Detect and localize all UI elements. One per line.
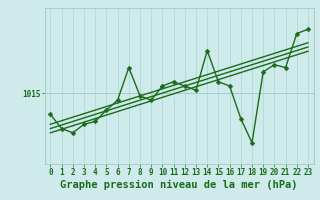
X-axis label: Graphe pression niveau de la mer (hPa): Graphe pression niveau de la mer (hPa) <box>60 180 298 190</box>
